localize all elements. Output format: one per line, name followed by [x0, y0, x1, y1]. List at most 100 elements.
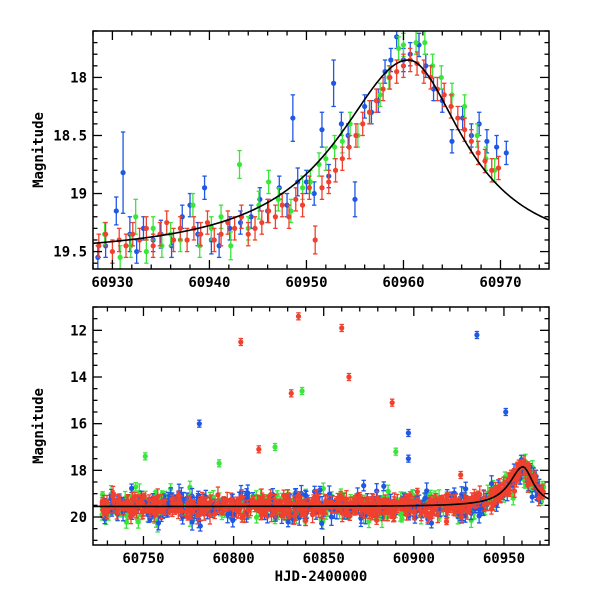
red-data-point: [293, 196, 299, 202]
red-data-point: [175, 492, 181, 498]
red-data-point: [440, 497, 447, 503]
red-data-point: [390, 511, 396, 517]
green-data-point: [135, 519, 141, 525]
blue-data-point: [248, 214, 254, 220]
red-data-point: [185, 514, 191, 520]
blue-data-point: [430, 86, 437, 92]
green-data-point: [474, 132, 480, 139]
bottom-panel: 60750 60800 60850 60900 609501214161820Magni…: [31, 306, 550, 585]
blue-data-point: [257, 196, 263, 202]
green-data-point: [299, 185, 306, 191]
blue-data-point: [195, 493, 201, 500]
green-data-point: [143, 248, 149, 255]
red-data-point: [498, 492, 504, 499]
red-data-point: [441, 92, 447, 98]
red-data-point: [175, 508, 181, 514]
red-data-point: [412, 508, 418, 514]
blue-data-point: [428, 520, 435, 526]
blue-data-point: [237, 219, 244, 226]
blue-data-point: [317, 487, 323, 493]
red-data-point: [433, 495, 439, 502]
green-data-point: [208, 225, 214, 231]
red-data-point: [488, 506, 495, 512]
red-data-point: [455, 115, 461, 121]
green-data-point: [228, 243, 234, 249]
x-tick-label: 60940: [188, 275, 230, 291]
red-data-point: [414, 489, 420, 495]
top-plot-area: [93, 31, 549, 269]
red-data-point: [536, 495, 542, 501]
bottom-plot-area: [93, 312, 549, 533]
green-data-point: [413, 40, 419, 46]
green-data-point: [133, 214, 139, 220]
red-data-point: [130, 231, 136, 237]
red-data-point: [281, 511, 287, 517]
red-data-point: [114, 509, 120, 515]
red-data-point: [103, 231, 109, 237]
top-panel: 60930 60940 60950 60960 60970 18 18.5 19 19.5 Mag…: [31, 30, 550, 291]
red-data-point: [293, 511, 299, 517]
green-data-point: [253, 514, 260, 520]
x-tick-label: 60950: [285, 275, 327, 291]
green-data-point: [396, 45, 402, 52]
blue-data-point: [424, 488, 430, 494]
red-data-point: [189, 509, 195, 515]
green-data-point: [133, 484, 139, 490]
red-data-point: [360, 121, 366, 127]
red-data-point: [115, 498, 121, 504]
red-data-point: [387, 74, 393, 81]
blue-data-point: [290, 115, 296, 121]
red-data-point: [96, 243, 102, 249]
blue-data-point: [225, 512, 231, 518]
red-data-point: [339, 156, 345, 162]
blue-data-point: [180, 496, 187, 503]
y-tick-label: 19.5: [53, 245, 87, 261]
red-data-point: [252, 225, 258, 231]
red-data-point: [232, 225, 238, 231]
x-tick-label: 60960: [382, 275, 424, 291]
y-tick-label: 18: [70, 70, 87, 86]
blue-data-point: [303, 179, 310, 185]
red-data-point: [295, 499, 301, 505]
red-data-point: [110, 493, 116, 499]
green-data-point: [275, 196, 281, 202]
red-data-point: [369, 495, 375, 501]
green-data-point: [438, 74, 444, 81]
red-data-point: [332, 167, 339, 173]
blue-data-point: [245, 490, 251, 496]
blue-data-point: [328, 514, 335, 520]
y-axis-title: Magnitude: [31, 112, 47, 188]
green-data-point: [117, 254, 123, 260]
red-data-point: [123, 243, 129, 249]
red-data-point: [146, 496, 152, 502]
red-data-point: [312, 237, 318, 243]
red-data-point: [143, 225, 149, 231]
red-data-point: [492, 488, 498, 494]
red-data-point: [109, 248, 116, 255]
red-data-point: [353, 132, 359, 139]
red-data-point: [99, 501, 105, 507]
red-data-point: [394, 69, 400, 75]
blue-data-point: [529, 494, 535, 500]
green-data-point: [422, 40, 428, 46]
red-data-point: [183, 508, 189, 515]
green-data-point: [339, 138, 345, 144]
red-data-point: [435, 511, 441, 518]
green-data-point: [150, 225, 156, 231]
blue-data-point: [113, 208, 119, 214]
red-data-point: [482, 158, 488, 164]
red-data-point: [225, 219, 231, 226]
blue-data-point: [503, 150, 509, 156]
green-data-point: [218, 214, 224, 220]
red-data-point: [164, 219, 170, 226]
y-tick-label: 19: [70, 187, 87, 203]
red-data-point: [414, 497, 420, 504]
red-data-point: [177, 225, 183, 231]
red-data-point: [272, 214, 278, 220]
blue-data-point: [331, 80, 337, 86]
red-data-point: [374, 517, 380, 523]
red-data-point: [158, 508, 164, 515]
blue-data-point: [362, 103, 368, 110]
red-data-point: [211, 237, 217, 243]
